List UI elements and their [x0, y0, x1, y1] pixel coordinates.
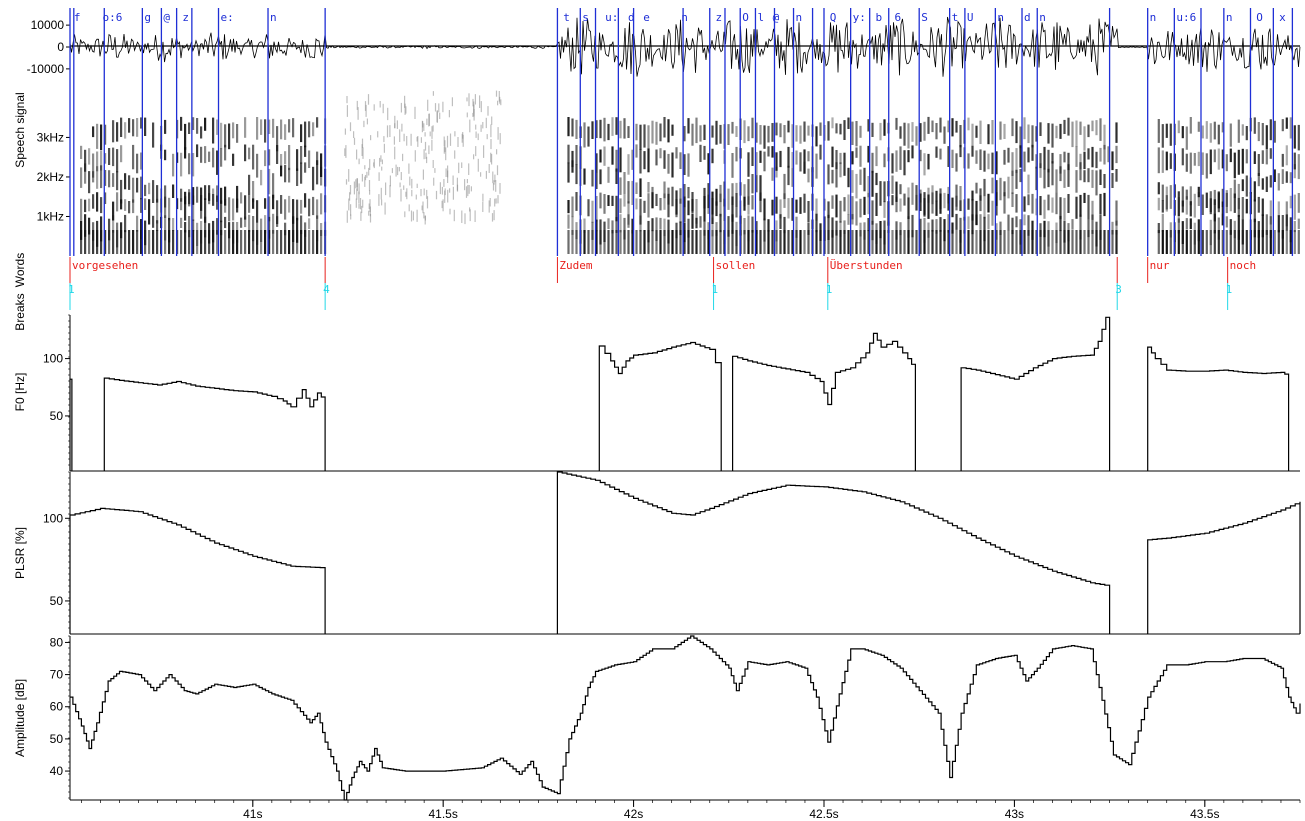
- x-tick-label: 42.5s: [809, 807, 838, 821]
- x-tick-label: 43s: [1005, 807, 1024, 821]
- f0-series-1: [103, 377, 326, 471]
- words-axis-label: Words: [13, 253, 27, 287]
- plsr-axis-label: PLSR [%]: [13, 527, 27, 579]
- phone-label: u:: [605, 11, 618, 24]
- f0-series-4: [960, 316, 1111, 471]
- x-tick-label: 41s: [243, 807, 262, 821]
- plsr-tick-label: 100: [43, 511, 63, 525]
- phone-label: z: [716, 11, 723, 24]
- phone-label: n: [1150, 11, 1157, 24]
- phone-label: S: [921, 11, 928, 24]
- phone-label: n: [1226, 11, 1233, 24]
- phone-label: z: [182, 11, 189, 24]
- phone-label: u:6: [1176, 11, 1196, 24]
- x-tick-label: 41.5s: [429, 807, 458, 821]
- phone-label: Q: [830, 11, 837, 24]
- break-label: 1: [826, 283, 833, 296]
- speech-signal-axis-label: Speech signal: [13, 92, 27, 167]
- phone-label: @: [773, 11, 780, 24]
- signal-tick-label: 10000: [31, 18, 65, 32]
- spectrogram: [80, 90, 1300, 254]
- f0-tick-label: 50: [50, 409, 64, 423]
- word-label: sollen: [716, 259, 756, 272]
- spectrogram-tick-label: 3kHz: [37, 130, 64, 144]
- break-label: 1: [1226, 283, 1233, 296]
- phone-label: g: [144, 11, 151, 24]
- phone-label: e:: [221, 11, 234, 24]
- f0-series-3: [732, 332, 916, 471]
- phone-label: n: [270, 11, 277, 24]
- f0-series-5: [1147, 346, 1290, 471]
- f0-series-0: [69, 378, 73, 471]
- phone-label: O: [742, 11, 749, 24]
- f0-axis-label: F0 [Hz]: [13, 373, 27, 412]
- amplitude-tick-label: 50: [50, 732, 64, 746]
- phone-label: f: [74, 11, 81, 24]
- phone-label: @: [163, 11, 170, 24]
- f0-series-2: [598, 341, 722, 471]
- signal-tick-label: -10000: [27, 62, 65, 76]
- amplitude-series: [70, 635, 1301, 801]
- plsr-series-0: [69, 507, 326, 634]
- phone-label: x: [1279, 11, 1286, 24]
- amplitude-tick-label: 60: [50, 700, 64, 714]
- phone-label: O: [1256, 11, 1263, 24]
- phone-label: e: [643, 11, 650, 24]
- break-label: 4: [323, 283, 330, 296]
- break-label: 1: [712, 283, 719, 296]
- break-label: 1: [68, 283, 75, 296]
- word-label: noch: [1230, 259, 1257, 272]
- amplitude-tick-label: 80: [50, 635, 64, 649]
- waveform: [69, 16, 1301, 77]
- phone-label: t: [952, 11, 959, 24]
- phone-label: U: [967, 11, 974, 24]
- spectrogram-tick-label: 2kHz: [37, 170, 64, 184]
- phone-label: o:6: [102, 11, 122, 24]
- phone-label: n: [681, 11, 688, 24]
- phone-label: n: [1039, 11, 1046, 24]
- phone-label: t: [563, 11, 570, 24]
- x-tick-label: 42s: [624, 807, 643, 821]
- phone-label: b: [875, 11, 882, 24]
- x-tick-label: 43.5s: [1190, 807, 1219, 821]
- word-label: vorgesehen: [72, 259, 138, 272]
- phone-label: n: [796, 11, 803, 24]
- phone-label: s: [582, 11, 589, 24]
- word-label: Überstunden: [830, 259, 903, 272]
- word-label: Zudem: [559, 259, 592, 272]
- break-label: 3: [1115, 283, 1122, 296]
- amplitude-tick-label: 40: [50, 764, 64, 778]
- signal-tick-label: 0: [57, 40, 64, 54]
- word-label: nur: [1150, 259, 1170, 272]
- breaks-axis-label: Breaks: [13, 293, 27, 330]
- phone-label: n: [997, 11, 1004, 24]
- amplitude-tick-label: 70: [50, 668, 64, 682]
- plsr-series-2: [1147, 501, 1301, 634]
- plsr-tick-label: 50: [50, 594, 64, 608]
- amplitude-axis-label: Amplitude [dB]: [13, 679, 27, 757]
- phone-label: y:: [853, 11, 866, 24]
- plsr-series-1: [556, 471, 1111, 634]
- phone-label: d: [1024, 11, 1031, 24]
- phone-label: d: [628, 11, 635, 24]
- phone-label: l: [757, 11, 764, 24]
- spectrogram-tick-label: 1kHz: [37, 209, 64, 223]
- phone-label: 6: [895, 11, 902, 24]
- f0-tick-label: 100: [43, 352, 63, 366]
